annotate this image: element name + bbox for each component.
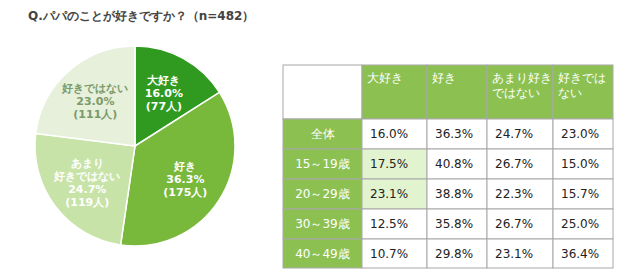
table-value: 23.0% xyxy=(561,127,599,141)
slice-count: (77人) xyxy=(146,100,182,113)
table-value: 15.7% xyxy=(561,187,599,201)
table-value: 26.7% xyxy=(495,157,533,171)
slice-category: 好き xyxy=(173,160,196,173)
table-cell xyxy=(362,65,427,119)
table-value: 36.4% xyxy=(561,247,599,261)
slice-category: あまり好きではない xyxy=(53,157,120,183)
table-cell xyxy=(427,179,487,209)
slice-label: 好き36.3%(175人) xyxy=(163,160,207,199)
slice-label: 大好き16.0%(77人) xyxy=(145,74,183,113)
slice-value: 16.0% xyxy=(145,87,183,100)
table-cell xyxy=(283,149,362,179)
column-header: 好きではない xyxy=(558,71,606,100)
table-cell xyxy=(362,119,427,149)
slice-count: (175人) xyxy=(163,186,207,199)
slice-count: (111人) xyxy=(73,108,117,121)
table-value: 17.5% xyxy=(370,157,408,171)
table: 大好き 好き あまり好きではない好きではない全体 16.0% 36.3% 24.7% 23.… xyxy=(283,65,613,268)
table-cell xyxy=(283,209,362,239)
slice-label: 好きではない23.0%(111人) xyxy=(61,82,128,121)
pie: 大好き16.0%(77人) 好き36.3%(175人) あまり好きではない24.7%… xyxy=(35,46,235,246)
pie-slice xyxy=(35,133,135,244)
slice-value: 23.0% xyxy=(76,95,114,108)
table-cell xyxy=(553,119,613,149)
slice-value: 36.3% xyxy=(166,173,204,186)
chart-title: Q.パパのことが好きですか？（n=482） xyxy=(28,9,254,23)
table-cell xyxy=(427,119,487,149)
table-cell xyxy=(553,65,613,119)
slice-value: 24.7% xyxy=(68,183,106,196)
table-cell xyxy=(362,239,427,268)
table-cell xyxy=(362,179,427,209)
table-cell xyxy=(427,149,487,179)
table-cell xyxy=(283,239,362,268)
table-cell xyxy=(487,65,553,119)
table-cell xyxy=(427,209,487,239)
table-cell xyxy=(487,149,553,179)
table-value: 38.8% xyxy=(435,187,473,201)
slice-category: 好きではない xyxy=(61,82,128,95)
table-value: 24.7% xyxy=(495,127,533,141)
row-header: 20～29歳 xyxy=(295,187,350,201)
slice-label: あまり好きではない24.7%(119人) xyxy=(53,157,120,209)
row-header: 全体 xyxy=(311,127,335,141)
table-cell xyxy=(427,65,487,119)
table-cell xyxy=(553,149,613,179)
table-value: 40.8% xyxy=(435,157,473,171)
table-value: 25.0% xyxy=(561,217,599,231)
pie-slice xyxy=(36,46,135,146)
row-header: 30～39歳 xyxy=(295,217,350,231)
table-cell xyxy=(487,209,553,239)
row-header: 15～19歳 xyxy=(295,157,350,171)
table-cell xyxy=(553,239,613,268)
table-cell xyxy=(283,119,362,149)
table-cell xyxy=(362,209,427,239)
table-value: 36.3% xyxy=(435,127,473,141)
table-value: 35.8% xyxy=(435,217,473,231)
table-cell xyxy=(283,65,362,119)
table-value: 16.0% xyxy=(370,127,408,141)
column-header: 好き xyxy=(432,71,456,85)
row-header: 40～49歳 xyxy=(295,247,350,261)
table-value: 22.3% xyxy=(495,187,533,201)
column-header: 大好き xyxy=(367,71,403,85)
table-cell xyxy=(427,239,487,268)
table-value: 15.0% xyxy=(561,157,599,171)
pie-slice xyxy=(121,92,235,246)
table-cell xyxy=(487,179,553,209)
slice-category: 大好き xyxy=(147,74,180,87)
table-value: 23.1% xyxy=(495,247,533,261)
table-cell xyxy=(362,149,427,179)
slice-count: (119人) xyxy=(65,196,109,209)
table-cell xyxy=(487,239,553,268)
table-value: 23.1% xyxy=(370,187,408,201)
table-cell xyxy=(553,209,613,239)
table-cell xyxy=(553,179,613,209)
column-header: あまり好きではない xyxy=(492,71,552,100)
table-value: 26.7% xyxy=(495,217,533,231)
table-cell xyxy=(283,179,362,209)
table-value: 10.7% xyxy=(370,247,408,261)
table-value: 29.8% xyxy=(435,247,473,261)
table-cell xyxy=(487,119,553,149)
table-value: 12.5% xyxy=(370,217,408,231)
